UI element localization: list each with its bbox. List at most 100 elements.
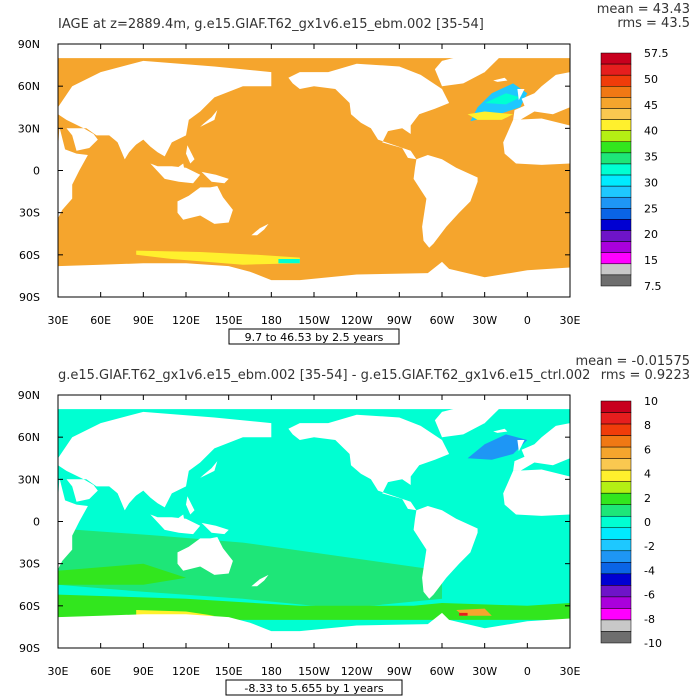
colorbar: 10 8 6 4 2 0 -2 -4 -6 -8 -10 [600,395,662,650]
colorbar-swatch [600,458,632,471]
x-tick-label: 60E [90,665,111,678]
colorbar-swatch [600,631,632,644]
colorbar-swatch [600,515,632,529]
landmask-6 [186,496,195,515]
landmask-7 [200,461,218,478]
landmask-18 [58,612,570,648]
x-tick-label: 90W [387,314,412,327]
colorbar-label: 35 [644,151,658,164]
landmask-2 [66,128,98,151]
colorbar-label: 50 [644,73,658,86]
stat-mean: mean = 43.43 [597,2,690,17]
y-tick-label: 0 [33,165,40,178]
y-tick-label: 0 [33,516,40,529]
colorbar-label: -6 [644,589,655,602]
colorbar-swatch [600,263,632,276]
colorbar-swatch [600,400,632,413]
landmask-9 [201,171,229,184]
accent-southern-band [136,250,300,265]
colorbar-swatch [600,74,632,87]
colorbar-label: 10 [644,395,658,408]
colorbar-swatch [600,97,632,109]
colorbar-label: -10 [644,637,662,650]
chart-panel-2: 30E 60E 90E 120E 150E 180 150W 120W 90W 60W 30W 0 30… [18,354,690,696]
colorbar-swatch [600,527,632,540]
colorbar-swatch [600,52,632,65]
accent-indian-ocean [58,563,186,585]
y-tick-label: 30N [18,122,40,135]
colorbar-label: 0 [644,516,651,529]
colorbar-label: 2 [644,492,651,505]
colorbar-label: -2 [644,540,655,553]
x-tick-label: 30E [560,314,581,327]
y-tick-label: 60S [19,249,40,262]
colorbar-swatch [600,174,632,187]
x-tick-label: 120E [172,665,200,678]
colorbar-swatch [600,469,632,482]
y-tick-label: 60S [19,600,40,613]
stat-rms: rms = 43.5 [617,16,690,31]
colorbar-swatch [600,196,632,209]
landmask-14 [513,72,570,120]
landmask-13 [413,506,478,599]
colorbar-swatch [600,423,632,436]
stat-mean: mean = -0.01575 [576,354,690,369]
chart-panel-1: 30E 60E 90E 120E 150E 180 150W 120W 90W 60W 30W 0 30… [18,2,690,345]
colorbar-swatch [600,446,632,459]
accent-southern-teal [278,259,300,264]
landmask-10 [251,223,269,236]
colorbar-swatch [600,108,632,120]
colorbar-swatch [600,152,632,165]
chart-title: g.e15.GIAF.T62_gx1v6.e15_ebm.002 [35-54]… [58,368,590,383]
landmask-9 [201,522,229,535]
colorbar-label: 8 [644,419,651,432]
colorbar-swatch [600,230,632,242]
range-box [228,328,400,345]
colorbar-swatch [600,585,632,598]
x-tick-label: 150W [298,314,330,327]
x-tick-label: 120W [341,665,373,678]
landmask-11 [288,414,450,511]
x-tick-label: 120W [341,314,373,327]
colorbar-swatch [600,504,632,517]
colorbar-swatch [600,219,632,231]
x-tick-label: 60E [90,314,111,327]
colorbar-label: 4 [644,468,651,481]
x-tick-label: 30E [48,665,69,678]
landmask-3 [112,134,141,160]
landmask-1 [58,60,272,160]
landmask-12 [434,53,499,87]
stat-rms: rms = 0.9223 [601,368,690,383]
colorbar-label: -8 [644,613,655,626]
accent-north-atlantic-teal [484,93,521,105]
colorbar-swatch [600,492,632,505]
landmask-0 [58,477,88,570]
y-tick-label: 90S [19,291,40,304]
map-field [58,44,570,297]
y-tick-label: 90N [18,38,40,51]
landmask-5 [171,163,185,177]
landmask-8 [177,537,233,575]
landmask-1 [58,411,272,511]
colorbar-swatch [600,163,632,176]
colorbar: 57.5 50 45 40 35 30 25 20 15 7.5 [600,47,669,293]
landmask-3 [112,485,141,511]
x-tick-label: 60W [430,314,455,327]
y-tick-label: 30S [19,558,40,571]
x-tick-label: 30E [48,314,69,327]
landmask-17 [503,118,570,165]
landmask-2 [66,479,98,502]
colorbar-swatch [600,562,632,575]
landmask-11 [288,63,450,160]
colorbar-label: 6 [644,443,651,456]
landmask-5 [171,514,185,528]
colorbar-label: 15 [644,254,658,267]
map-field [58,395,570,648]
accent-weddell-red [459,612,468,616]
y-tick-label: 60N [18,431,40,444]
colorbar-label: 20 [644,228,658,241]
landmask-13 [413,155,478,248]
accent-north-atlantic [467,434,528,460]
x-tick-label: 90W [387,665,412,678]
range-box [225,679,403,696]
